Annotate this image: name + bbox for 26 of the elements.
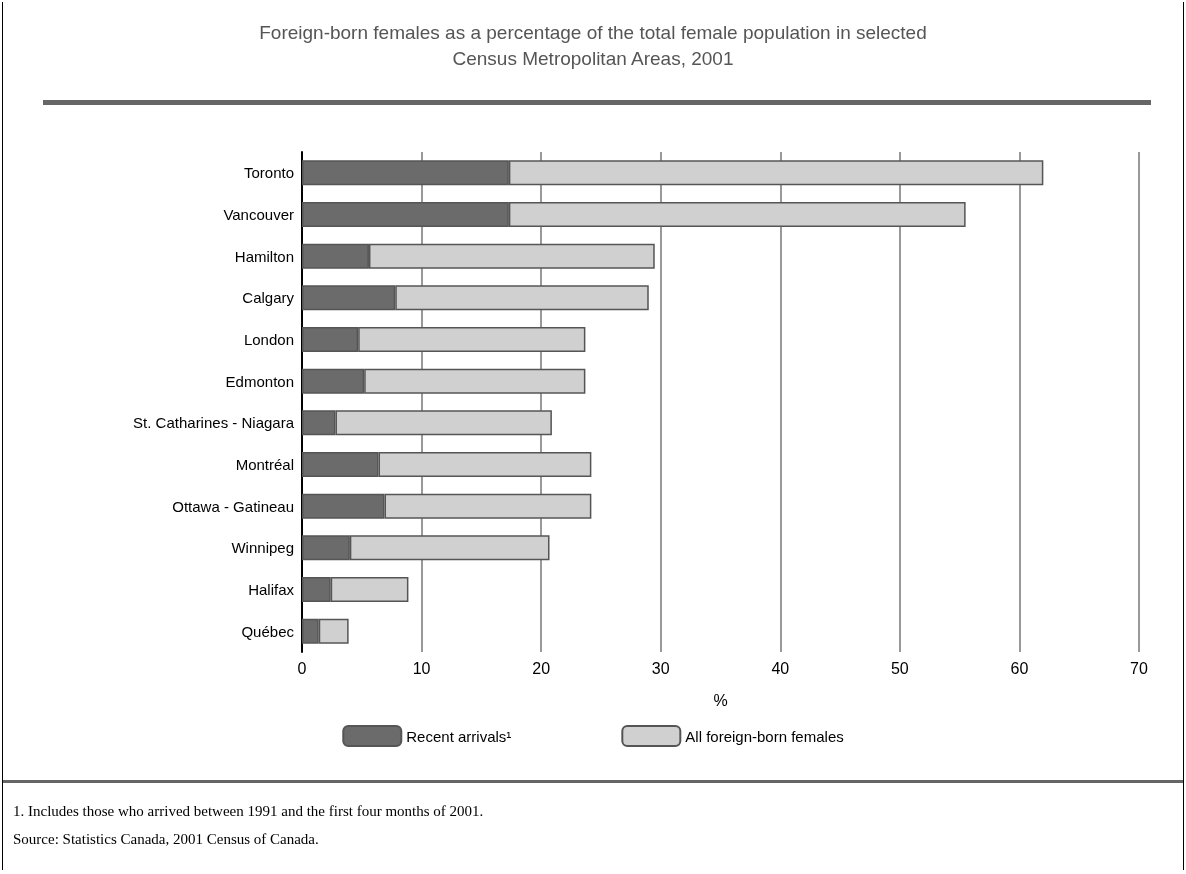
- y-tick-label: Winnipeg: [231, 539, 294, 557]
- y-tick-label: London: [243, 331, 294, 348]
- x-tick-label: 50: [890, 659, 909, 677]
- text: 1. Includes those who arrived between 1991 and the first four months of 2001.: [13, 802, 484, 821]
- y-tick-label: Toronto: [243, 164, 294, 182]
- y-tick-label: St. Catharines - Niagara: [133, 414, 295, 432]
- x-tick-label: 10: [412, 659, 431, 677]
- legend-label: All foreign-born females: [685, 727, 844, 745]
- x-tick-label: 40: [771, 659, 790, 677]
- x-tick-label: 60: [1010, 659, 1029, 677]
- x-tick-label: 20: [532, 659, 551, 677]
- x-tick-label: 30: [651, 659, 670, 677]
- legend-label: Recent arrivals¹: [406, 727, 512, 745]
- x-axis-title: %: [713, 691, 728, 709]
- y-tick-label: Vancouver: [223, 206, 294, 223]
- y-tick-label: Ottawa - Gatineau: [172, 497, 294, 515]
- y-tick-label: Montréal: [235, 456, 294, 473]
- x-tick-label: 70: [1130, 659, 1148, 677]
- x-tick-label: 0: [297, 659, 307, 677]
- source-note: Source: Statistics Canada, 2001 Census of Canada.: [13, 830, 320, 849]
- y-tick-label: Hamilton: [234, 247, 294, 265]
- y-tick-label: Québec: [241, 622, 295, 640]
- chart-title: Foreign-born females as a percentage of the total female population in selected Census Metropolitan Areas, 2001: [258, 21, 928, 71]
- y-tick-label: Calgary: [242, 289, 295, 307]
- y-tick-label: Halifax: [248, 581, 295, 598]
- y-tick-label: Edmonton: [225, 372, 294, 390]
